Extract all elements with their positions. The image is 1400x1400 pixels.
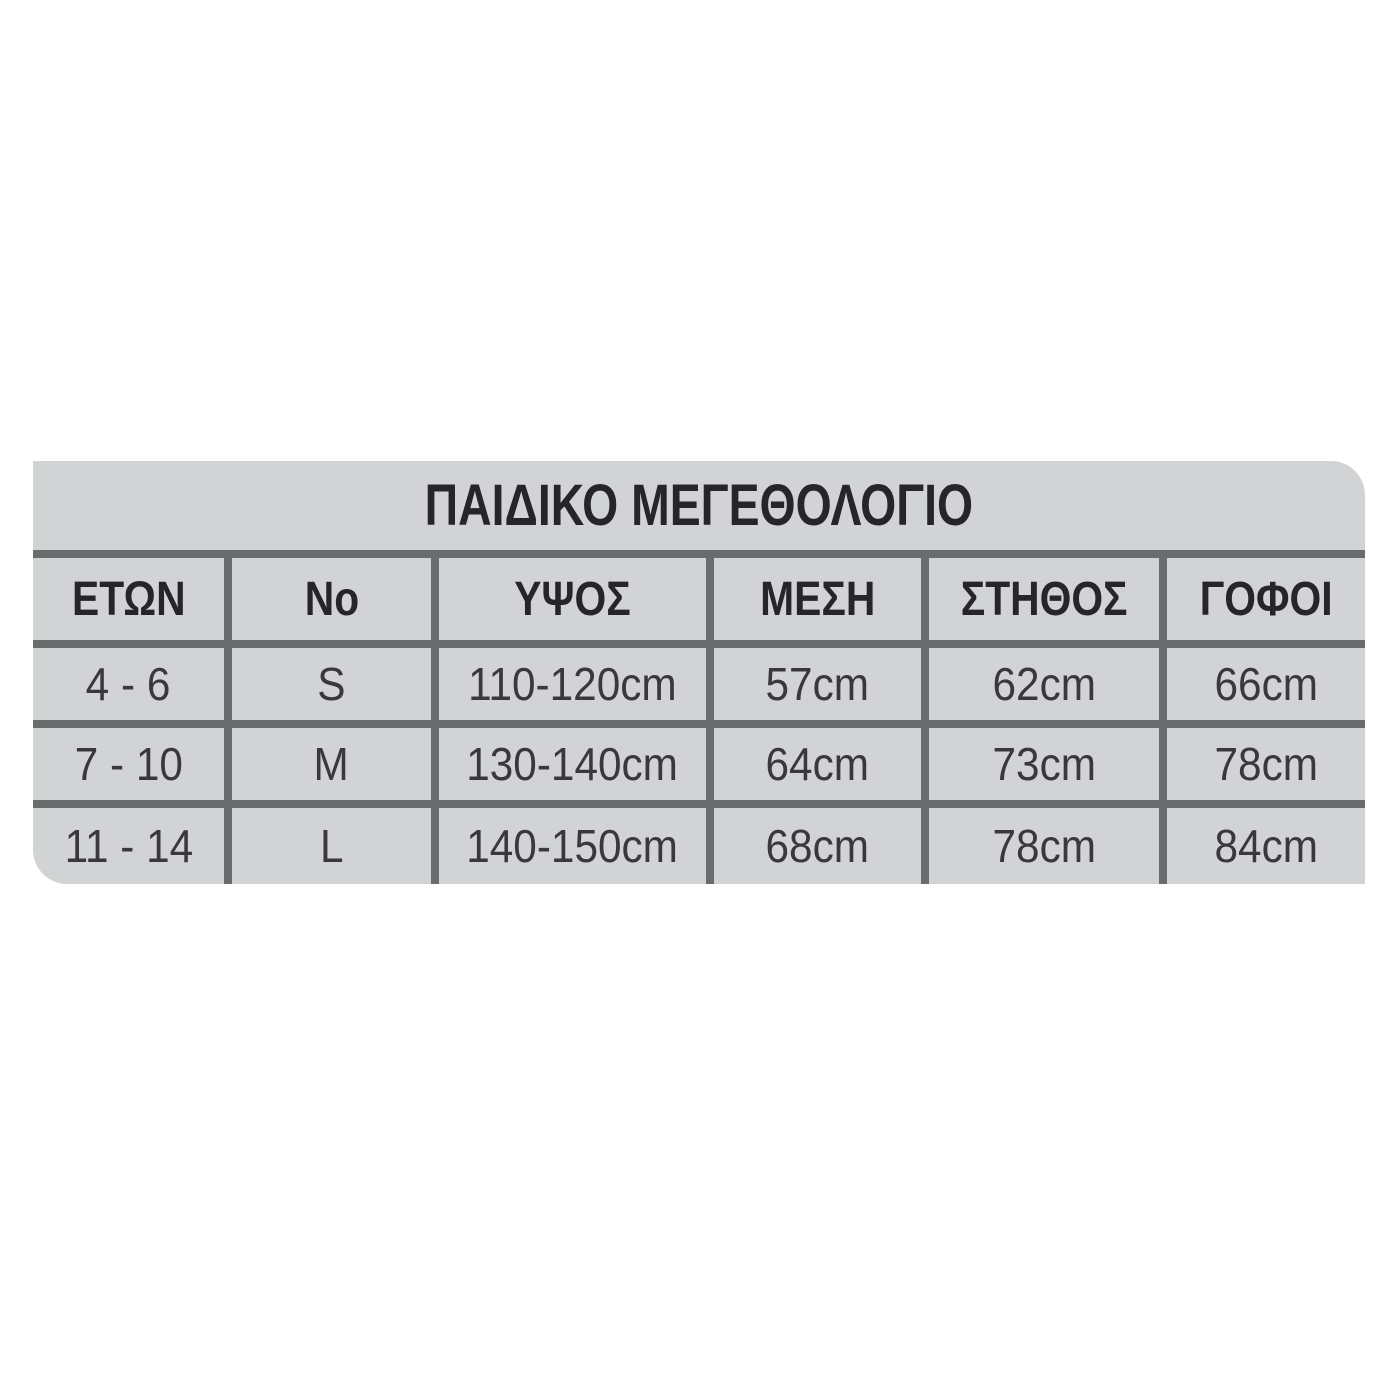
size-table: ΕΤΩΝ No ΥΨΟΣ ΜΕΣΗ ΣΤΗΘΟΣ ΓΟΦΟΙ 4 - 6 S 1… bbox=[33, 558, 1365, 884]
cell-waist-value: 68cm bbox=[765, 820, 870, 872]
cell-waist: 57cm bbox=[706, 640, 929, 728]
cell-years-value: 7 - 10 bbox=[74, 738, 183, 790]
cell-hips-value: 66cm bbox=[1214, 658, 1318, 710]
column-header-size-no-label: No bbox=[304, 572, 359, 626]
cell-chest: 73cm bbox=[921, 720, 1167, 808]
size-chart-title: ΠΑΙΔΙΚΟ ΜΕΓΕΘΟΛΟΓΙΟ bbox=[33, 461, 1365, 558]
column-header-waist-label: ΜΕΣΗ bbox=[759, 572, 876, 626]
cell-waist: 68cm bbox=[706, 800, 929, 884]
size-chart-panel: ΠΑΙΔΙΚΟ ΜΕΓΕΘΟΛΟΓΙΟ ΕΤΩΝ No ΥΨΟΣ ΜΕΣΗ ΣΤ… bbox=[33, 461, 1365, 884]
column-header-size-no: No bbox=[224, 558, 439, 648]
cell-height-value: 140-150cm bbox=[466, 820, 679, 872]
column-header-height-label: ΥΨΟΣ bbox=[514, 572, 631, 626]
table-header-row: ΕΤΩΝ No ΥΨΟΣ ΜΕΣΗ ΣΤΗΘΟΣ ΓΟΦΟΙ bbox=[33, 558, 1365, 648]
cell-chest-value: 78cm bbox=[992, 820, 1096, 872]
cell-waist-value: 64cm bbox=[765, 738, 870, 790]
column-header-waist: ΜΕΣΗ bbox=[706, 558, 929, 648]
cell-waist: 64cm bbox=[706, 720, 929, 808]
cell-hips: 66cm bbox=[1159, 640, 1365, 728]
cell-hips: 78cm bbox=[1159, 720, 1365, 808]
cell-chest-value: 73cm bbox=[992, 738, 1096, 790]
cell-height-value: 110-120cm bbox=[468, 658, 677, 710]
column-header-hips: ΓΟΦΟΙ bbox=[1159, 558, 1365, 648]
table-row-size-m: 7 - 10 M 130-140cm 64cm 73cm 78cm bbox=[33, 720, 1365, 808]
cell-years: 7 - 10 bbox=[33, 720, 232, 808]
cell-chest: 78cm bbox=[921, 800, 1167, 884]
cell-size: L bbox=[224, 800, 439, 884]
cell-years: 4 - 6 bbox=[33, 640, 232, 728]
cell-chest-value: 62cm bbox=[992, 658, 1096, 710]
cell-height-value: 130-140cm bbox=[466, 738, 679, 790]
cell-years-value: 11 - 14 bbox=[64, 820, 193, 872]
cell-waist-value: 57cm bbox=[765, 658, 870, 710]
cell-size: M bbox=[224, 720, 439, 808]
column-header-years: ΕΤΩΝ bbox=[33, 558, 232, 648]
size-chart-title-text: ΠΑΙΔΙΚΟ ΜΕΓΕΘΟΛΟΓΙΟ bbox=[424, 473, 974, 538]
cell-years: 11 - 14 bbox=[33, 800, 232, 884]
table-row-size-l: 11 - 14 L 140-150cm 68cm 78cm 84cm bbox=[33, 800, 1365, 884]
cell-hips-value: 78cm bbox=[1214, 738, 1318, 790]
column-header-years-label: ΕΤΩΝ bbox=[71, 572, 186, 626]
column-header-chest: ΣΤΗΘΟΣ bbox=[921, 558, 1167, 648]
cell-height: 130-140cm bbox=[431, 720, 714, 808]
cell-chest: 62cm bbox=[921, 640, 1167, 728]
column-header-chest-label: ΣΤΗΘΟΣ bbox=[960, 572, 1128, 626]
cell-size: S bbox=[224, 640, 439, 728]
column-header-height: ΥΨΟΣ bbox=[431, 558, 714, 648]
cell-height: 140-150cm bbox=[431, 800, 714, 884]
column-header-hips-label: ΓΟΦΟΙ bbox=[1199, 572, 1333, 626]
cell-years-value: 4 - 6 bbox=[86, 658, 171, 710]
cell-size-value: S bbox=[317, 658, 346, 710]
cell-size-value: L bbox=[319, 820, 344, 872]
cell-hips-value: 84cm bbox=[1214, 820, 1318, 872]
cell-size-value: M bbox=[313, 738, 350, 790]
table-row-size-s: 4 - 6 S 110-120cm 57cm 62cm 66cm bbox=[33, 640, 1365, 728]
cell-hips: 84cm bbox=[1159, 800, 1365, 884]
cell-height: 110-120cm bbox=[431, 640, 714, 728]
